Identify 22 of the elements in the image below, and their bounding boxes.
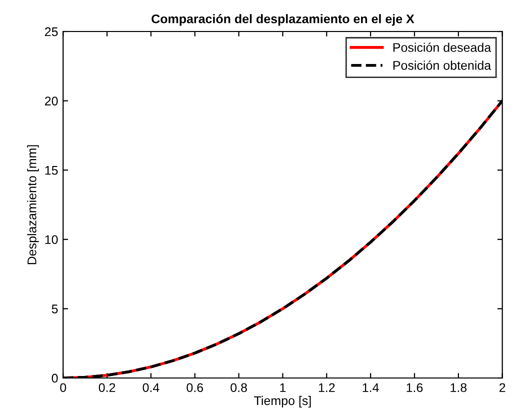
x-tick-label: 1.2: [318, 383, 335, 392]
x-tick-label: 1: [280, 383, 286, 392]
y-axis-title: Desplazamiento [mm]: [27, 145, 39, 264]
x-tick-label: 0.4: [142, 383, 160, 392]
x-tick-label: 0: [60, 383, 66, 392]
x-tick-label: 1.6: [406, 383, 423, 392]
x-tick-label: 0.8: [230, 383, 247, 392]
x-tick-label: 1.4: [362, 383, 379, 392]
y-tick-label: 10: [45, 235, 58, 244]
x-tick-label: 2: [499, 383, 506, 392]
y-tick-label: 15: [45, 166, 58, 175]
y-tick-label: 0: [52, 374, 58, 383]
x-tick-label: 0.6: [186, 383, 204, 392]
legend-label: Posición deseada: [393, 42, 492, 52]
y-tick-label: 5: [52, 304, 58, 314]
x-tick-label: 1.8: [450, 383, 467, 392]
x-axis-title: Tiempo [s]: [254, 396, 311, 408]
y-tick-label: 25: [44, 27, 58, 36]
x-tick-label: 0.2: [98, 383, 116, 392]
chart-title: Comparación del desplazamiento en el eje X: [152, 14, 414, 26]
y-tick-label: 20: [44, 96, 58, 106]
legend-label: Posición obtenida: [393, 60, 492, 70]
